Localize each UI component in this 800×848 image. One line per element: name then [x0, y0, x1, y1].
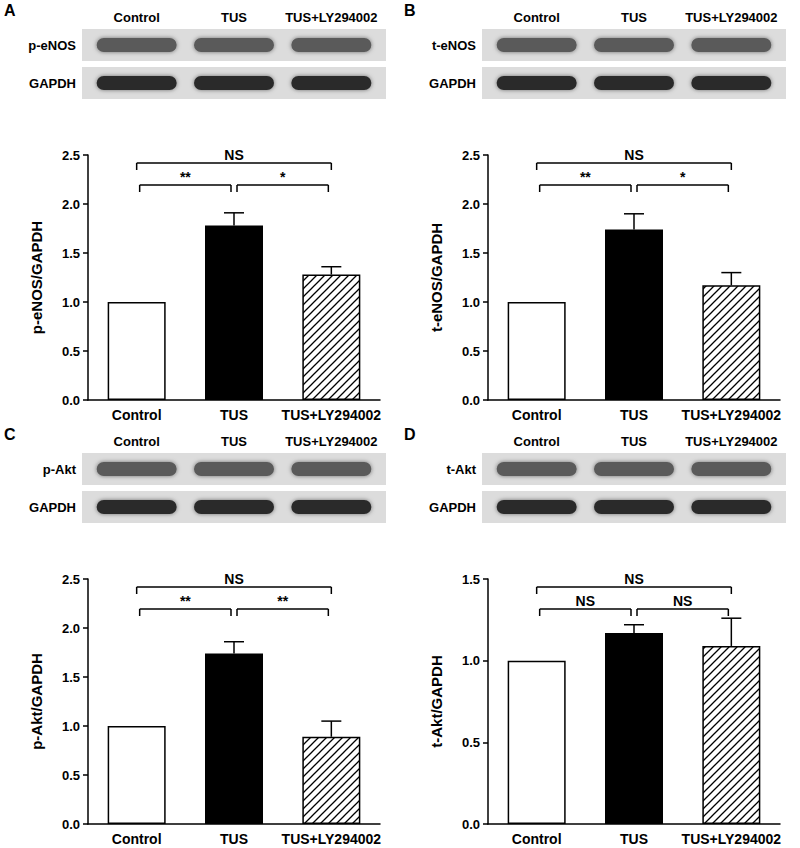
- svg-text:*: *: [280, 169, 286, 185]
- svg-text:t-eNOS/GAPDH: t-eNOS/GAPDH: [428, 223, 445, 332]
- svg-text:1.0: 1.0: [62, 295, 80, 310]
- svg-text:0.5: 0.5: [62, 768, 80, 783]
- svg-text:TUS: TUS: [621, 10, 647, 25]
- svg-text:0.0: 0.0: [462, 393, 480, 408]
- svg-text:t-Akt: t-Akt: [446, 462, 476, 477]
- svg-text:D: D: [404, 426, 416, 443]
- svg-text:GAPDH: GAPDH: [29, 76, 76, 91]
- svg-text:TUS: TUS: [620, 831, 648, 847]
- svg-text:p-Akt/GAPDH: p-Akt/GAPDH: [28, 653, 45, 750]
- svg-text:TUS+LY294002: TUS+LY294002: [685, 434, 777, 449]
- svg-text:0.5: 0.5: [462, 344, 480, 359]
- svg-text:Control: Control: [512, 407, 562, 423]
- svg-text:NS: NS: [624, 147, 643, 163]
- svg-text:NS: NS: [224, 571, 243, 587]
- svg-text:TUS: TUS: [221, 10, 247, 25]
- svg-text:NS: NS: [224, 147, 243, 163]
- svg-text:t-eNOS: t-eNOS: [432, 38, 476, 53]
- svg-text:p-Akt: p-Akt: [43, 462, 77, 477]
- svg-text:NS: NS: [624, 571, 643, 587]
- svg-text:Control: Control: [514, 434, 560, 449]
- svg-text:0.5: 0.5: [462, 735, 480, 750]
- svg-text:Control: Control: [114, 434, 160, 449]
- svg-text:TUS+LY294002: TUS+LY294002: [682, 831, 782, 847]
- svg-text:GAPDH: GAPDH: [29, 500, 76, 515]
- svg-text:A: A: [4, 2, 16, 19]
- svg-text:*: *: [680, 169, 686, 185]
- svg-text:0.0: 0.0: [62, 393, 80, 408]
- svg-text:TUS+LY294002: TUS+LY294002: [282, 831, 382, 847]
- svg-text:TUS: TUS: [221, 434, 247, 449]
- svg-text:2.5: 2.5: [62, 148, 80, 163]
- svg-text:Control: Control: [112, 407, 162, 423]
- svg-text:0.0: 0.0: [62, 817, 80, 832]
- svg-text:1.5: 1.5: [62, 670, 80, 685]
- svg-text:TUS: TUS: [620, 407, 648, 423]
- svg-text:C: C: [4, 426, 16, 443]
- svg-text:GAPDH: GAPDH: [429, 76, 476, 91]
- svg-text:2.5: 2.5: [462, 148, 480, 163]
- svg-text:GAPDH: GAPDH: [429, 500, 476, 515]
- svg-text:Control: Control: [512, 831, 562, 847]
- svg-text:TUS: TUS: [220, 407, 248, 423]
- svg-text:p-eNOS: p-eNOS: [28, 38, 76, 53]
- svg-text:2.5: 2.5: [62, 572, 80, 587]
- svg-text:**: **: [580, 169, 591, 185]
- svg-text:**: **: [180, 169, 191, 185]
- svg-text:NS: NS: [576, 593, 595, 609]
- svg-text:NS: NS: [673, 593, 692, 609]
- svg-text:Control: Control: [514, 10, 560, 25]
- svg-text:**: **: [277, 593, 288, 609]
- svg-text:0.5: 0.5: [62, 344, 80, 359]
- svg-text:1.5: 1.5: [462, 246, 480, 261]
- svg-text:2.0: 2.0: [62, 621, 80, 636]
- svg-text:**: **: [180, 593, 191, 609]
- svg-text:TUS+LY294002: TUS+LY294002: [285, 10, 377, 25]
- svg-text:Control: Control: [112, 831, 162, 847]
- svg-text:TUS: TUS: [220, 831, 248, 847]
- svg-text:1.0: 1.0: [462, 295, 480, 310]
- svg-text:p-eNOS/GAPDH: p-eNOS/GAPDH: [28, 221, 45, 334]
- svg-text:TUS+LY294002: TUS+LY294002: [285, 434, 377, 449]
- svg-text:1.0: 1.0: [462, 653, 480, 668]
- svg-text:2.0: 2.0: [462, 197, 480, 212]
- svg-text:t-Akt/GAPDH: t-Akt/GAPDH: [428, 655, 445, 748]
- svg-text:B: B: [404, 2, 416, 19]
- svg-text:0.0: 0.0: [462, 817, 480, 832]
- svg-text:2.0: 2.0: [62, 197, 80, 212]
- svg-text:1.5: 1.5: [62, 246, 80, 261]
- svg-text:TUS: TUS: [621, 434, 647, 449]
- svg-text:TUS+LY294002: TUS+LY294002: [282, 407, 382, 423]
- svg-text:Control: Control: [114, 10, 160, 25]
- svg-text:TUS+LY294002: TUS+LY294002: [685, 10, 777, 25]
- svg-text:TUS+LY294002: TUS+LY294002: [682, 407, 782, 423]
- svg-text:1.0: 1.0: [62, 719, 80, 734]
- svg-text:1.5: 1.5: [462, 572, 480, 587]
